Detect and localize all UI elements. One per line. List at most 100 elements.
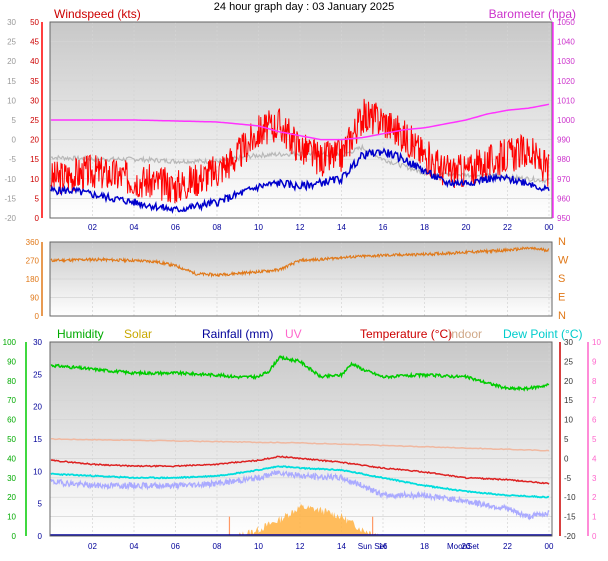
tick-label: -20: [4, 214, 16, 223]
climate-panel-series: [50, 354, 552, 536]
x-tick-label: 12: [296, 542, 305, 551]
chart-title: 24 hour graph day : 03 January 2025: [214, 1, 394, 13]
tick-label: 5: [564, 435, 569, 444]
tick-label: -20: [564, 532, 576, 541]
tick-label: 2: [592, 493, 597, 502]
tick-label: 5: [35, 194, 40, 203]
wind-chill-line: [50, 469, 550, 521]
tick-label: 60: [7, 416, 16, 425]
tick-label: 25: [30, 116, 39, 125]
tick-label: 0: [12, 136, 17, 145]
tick-label: 20: [7, 493, 16, 502]
baro-ticks: 1050 1040 1030 1020 1010 1000 990 980 970 960 950: [557, 18, 575, 223]
x-tick-label: 02: [88, 223, 97, 232]
tick-label: 0: [592, 532, 597, 541]
tick-label: 0: [38, 532, 43, 541]
wind-panel-frame: [49, 21, 553, 219]
x-tick-label: 16: [379, 223, 388, 232]
x-tick-label: 20: [462, 223, 471, 232]
x-tick-label: 04: [130, 223, 139, 232]
tick-label: -15: [564, 513, 576, 522]
wind-direction-line: [50, 246, 550, 278]
x-tick-label: 18: [420, 542, 429, 551]
tick-label: 1020: [557, 77, 575, 86]
x-tick-label: 02: [88, 542, 97, 551]
x-tick-label: 22: [503, 542, 512, 551]
tick-label: 10: [7, 513, 16, 522]
tick-label: 1010: [557, 96, 575, 105]
tick-label: 25: [564, 357, 573, 366]
tick-label: S: [558, 273, 565, 285]
tick-label: 10: [33, 467, 42, 476]
x-tick-label: 06: [171, 223, 180, 232]
direction-panel-frame: [49, 241, 553, 317]
tick-label: 6: [592, 416, 597, 425]
tick-label: -15: [4, 194, 16, 203]
tick-label: -5: [564, 474, 572, 483]
legend-rainfall: Rainfall (mm): [202, 327, 273, 341]
tick-label: -10: [4, 175, 16, 184]
legend-dewpoint: Dew Point (°C): [503, 327, 582, 341]
x-tick-label: 14: [337, 223, 346, 232]
tick-label: 10: [30, 175, 39, 184]
wind-avg-line: [50, 147, 550, 215]
moonset-label: MoonSet: [447, 542, 480, 551]
indoor-temp-line: [51, 437, 550, 452]
temperature-line: [50, 455, 550, 485]
tick-label: 25: [33, 370, 42, 379]
baro-axis-label: Barometer (hpa): [489, 7, 576, 21]
solar-area: [237, 503, 383, 536]
x-tick-label: 00: [545, 223, 554, 232]
tick-label: 9: [592, 357, 597, 366]
x-tick-label: 20: [462, 542, 471, 551]
tick-label: 3: [592, 474, 597, 483]
tick-label: 5: [38, 500, 43, 509]
legend-indoor: Indoor: [448, 327, 482, 341]
tick-label: 1030: [557, 57, 575, 66]
tick-label: 15: [33, 435, 42, 444]
direction-ticks: 360 270 180 90 0: [26, 238, 40, 321]
tick-label: N: [558, 236, 566, 248]
tick-label: 40: [7, 454, 16, 463]
tick-label: 4: [592, 454, 597, 463]
x-tick-label: 22: [503, 223, 512, 232]
tick-label: 5: [592, 435, 597, 444]
tick-label: 90: [7, 357, 16, 366]
x-tick-label: 08: [213, 223, 222, 232]
tick-label: W: [558, 255, 569, 267]
x-tick-label: 10: [254, 542, 263, 551]
tick-label: -10: [564, 493, 576, 502]
tick-label: 1040: [557, 38, 575, 47]
tick-label: 0: [12, 532, 17, 541]
sunset-label: Sun Set: [358, 542, 387, 551]
tick-label: 10: [7, 96, 16, 105]
rain-ticks: 30 25 20 15 10 5 0: [33, 338, 42, 541]
legend-humidity: Humidity: [57, 327, 104, 341]
baro-line: [51, 103, 550, 141]
tick-label: 30: [33, 338, 42, 347]
dewpoint-line: [50, 465, 550, 499]
tick-label: 1: [592, 513, 597, 522]
x-tick-label: 08: [213, 542, 222, 551]
tick-label: N: [558, 310, 566, 322]
tick-label: 30: [7, 474, 16, 483]
tick-label: 970: [557, 175, 571, 184]
tick-label: 15: [30, 155, 39, 164]
tick-label: 15: [7, 77, 16, 86]
tick-label: 50: [7, 435, 16, 444]
tick-label: -5: [9, 155, 17, 164]
tick-label: 90: [30, 294, 39, 303]
tick-label: 360: [26, 238, 40, 247]
climate-x-ticks: 02 04 06 08 10 12 14 16 18 20 22 00: [88, 542, 554, 551]
climate-panel-frame: [49, 341, 553, 537]
tick-label: E: [558, 292, 565, 304]
tick-label: 950: [557, 214, 571, 223]
humidity-line: [50, 354, 550, 392]
tick-label: 20: [33, 403, 42, 412]
tick-label: 30: [564, 338, 573, 347]
tick-label: 30: [7, 18, 16, 27]
temp-ticks: 30 25 20 15 10 5 0 -5 -10 -15 -20: [564, 338, 576, 541]
